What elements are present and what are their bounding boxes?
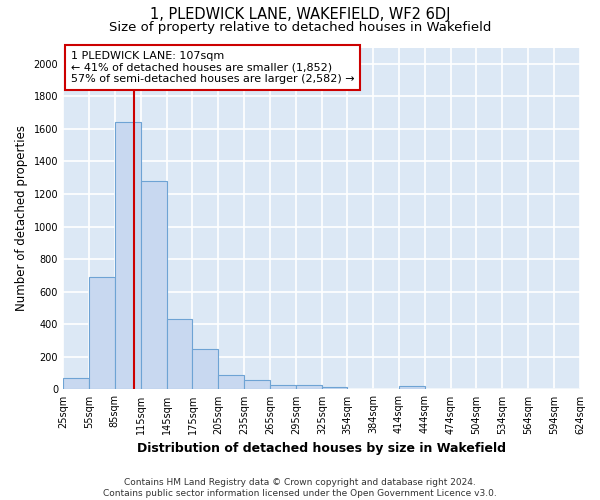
Text: Contains HM Land Registry data © Crown copyright and database right 2024.
Contai: Contains HM Land Registry data © Crown c… bbox=[103, 478, 497, 498]
Bar bbox=[193, 348, 218, 390]
Y-axis label: Number of detached properties: Number of detached properties bbox=[15, 126, 28, 312]
Text: 1 PLEDWICK LANE: 107sqm
← 41% of detached houses are smaller (1,852)
57% of semi: 1 PLEDWICK LANE: 107sqm ← 41% of detache… bbox=[71, 51, 355, 84]
Bar bbox=[115, 122, 141, 390]
Text: 1, PLEDWICK LANE, WAKEFIELD, WF2 6DJ: 1, PLEDWICK LANE, WAKEFIELD, WF2 6DJ bbox=[150, 8, 450, 22]
Text: Size of property relative to detached houses in Wakefield: Size of property relative to detached ho… bbox=[109, 21, 491, 34]
Bar bbox=[167, 320, 193, 390]
Bar bbox=[89, 277, 115, 390]
Bar bbox=[63, 378, 89, 390]
Bar bbox=[296, 386, 322, 390]
Bar bbox=[322, 387, 347, 390]
Bar bbox=[218, 375, 244, 390]
Bar bbox=[270, 384, 296, 390]
Bar bbox=[244, 380, 270, 390]
Bar bbox=[399, 386, 425, 390]
Bar bbox=[141, 181, 167, 390]
X-axis label: Distribution of detached houses by size in Wakefield: Distribution of detached houses by size … bbox=[137, 442, 506, 455]
